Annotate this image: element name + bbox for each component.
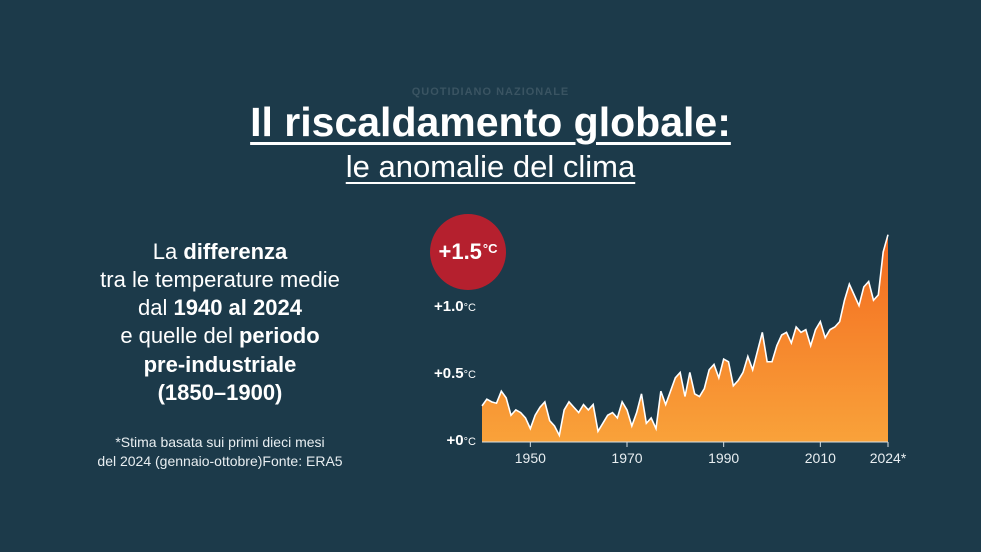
peak-value-badge: +1.5°C xyxy=(430,214,506,290)
desc-l4a: e quelle del xyxy=(120,323,239,348)
x-tick-label: 1990 xyxy=(708,450,739,466)
y-tick-label: +1.0°C xyxy=(434,298,476,315)
desc-l6: (1850–1900) xyxy=(158,380,283,405)
kicker-label: QUOTIDIANO NAZIONALE xyxy=(0,86,981,98)
description-block: La differenza tra le temperature medie d… xyxy=(60,238,380,471)
x-tick-label: 2024* xyxy=(870,450,907,466)
x-tick-label: 1950 xyxy=(515,450,546,466)
y-tick-label: +0.5°C xyxy=(434,365,476,382)
x-tick-label: 2010 xyxy=(805,450,836,466)
title-block: Il riscaldamento globale: le anomalie de… xyxy=(0,100,981,185)
desc-l1b: differenza xyxy=(183,239,287,264)
desc-l2: tra le temperature medie xyxy=(100,267,340,292)
footnote-l1: *Stima basata sui primi dieci mesi xyxy=(115,434,324,450)
chart-area xyxy=(482,235,888,442)
description-text: La differenza tra le temperature medie d… xyxy=(60,238,380,407)
badge-value: +1.5 xyxy=(438,239,481,265)
desc-l3a: dal xyxy=(138,295,173,320)
page-title: Il riscaldamento globale: xyxy=(0,100,981,145)
footnote: *Stima basata sui primi dieci mesi del 2… xyxy=(60,433,380,471)
anomaly-chart: +1.5°C +0°C+0.5°C+1.0°C19501970199020102… xyxy=(410,210,900,470)
x-tick-label: 1970 xyxy=(611,450,642,466)
badge-unit: °C xyxy=(483,241,498,256)
desc-l1a: La xyxy=(153,239,184,264)
y-tick-label: +0°C xyxy=(447,432,476,449)
desc-l4b: periodo xyxy=(239,323,320,348)
desc-l5: pre-industriale xyxy=(144,352,297,377)
desc-l3b: 1940 al 2024 xyxy=(174,295,302,320)
footnote-l2: del 2024 (gennaio-ottobre)Fonte: ERA5 xyxy=(97,453,342,469)
page-subtitle: le anomalie del clima xyxy=(0,149,981,185)
